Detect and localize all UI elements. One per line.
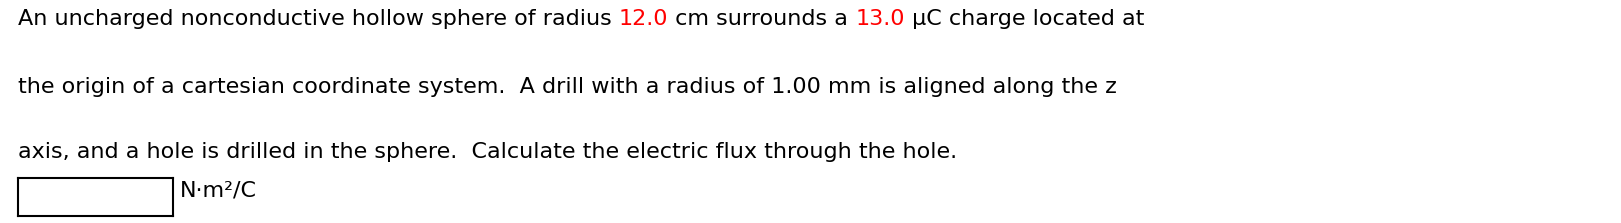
Text: the origin of a cartesian coordinate system.  A drill with a radius of 1.00 mm i: the origin of a cartesian coordinate sys… [18, 77, 1117, 97]
Text: cm surrounds a: cm surrounds a [668, 9, 856, 29]
Text: 13.0: 13.0 [856, 9, 905, 29]
Text: 12.0: 12.0 [619, 9, 668, 29]
Text: N·m²/C: N·m²/C [180, 181, 258, 201]
Text: An uncharged nonconductive hollow sphere of radius: An uncharged nonconductive hollow sphere… [18, 9, 619, 29]
Text: axis, and a hole is drilled in the sphere.  Calculate the electric flux through : axis, and a hole is drilled in the spher… [18, 142, 956, 162]
Text: μC charge located at: μC charge located at [905, 9, 1144, 29]
